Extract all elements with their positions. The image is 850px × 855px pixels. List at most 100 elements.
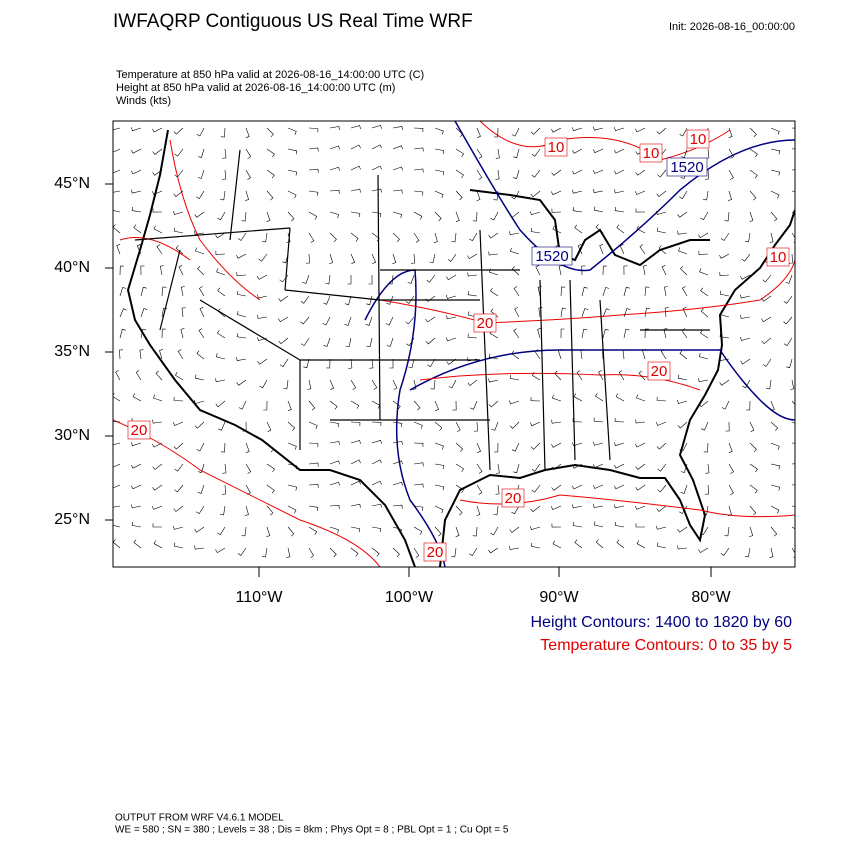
wind-barb [677,230,688,235]
wind-barb [152,523,163,528]
wind-barb [181,307,186,318]
temperature-contour [119,139,261,301]
wind-barb [329,166,340,171]
contour-label-box [473,313,497,333]
init-time: Init: 2026-08-16_00:00:00 [669,21,795,33]
wind-barb [657,484,667,493]
wind-barb [455,211,460,222]
wind-barb [222,484,227,495]
wind-barb [644,286,650,297]
wind-barb [287,442,297,450]
wind-barb [680,463,688,473]
wind-barb [489,268,499,276]
wind-barb [476,127,481,138]
wind-barb [552,540,562,549]
wind-barb [263,400,268,411]
wind-barb [258,253,268,262]
wind-barb [348,358,353,369]
wind-barb [572,169,583,175]
wind-barb [720,547,730,556]
wind-barb [467,253,478,260]
wind-barb [552,225,562,234]
wind-barb [728,190,732,201]
wind-barb [551,463,562,471]
wind-barb [614,463,625,469]
wind-barb [576,370,583,381]
wind-barb [215,353,226,360]
wind-barb [266,505,274,516]
wind-barb [194,374,205,381]
wind-barb [371,211,382,218]
wind-barb [680,148,688,158]
wind-barb [131,206,142,213]
wind-barb [434,127,444,135]
wind-barb [614,148,625,154]
wind-barb [572,504,583,509]
wind-barb [308,462,319,467]
wind-barb [614,417,625,423]
wind-barb [236,357,247,361]
wind-barb [119,265,124,276]
wind-barb [705,169,710,180]
wind-barb [287,148,298,155]
wind-barb [451,232,457,243]
wind-barb [635,463,646,470]
wind-barb [530,421,541,427]
wind-barb [371,400,381,409]
wind-barb [392,189,403,194]
wind-barb [413,147,424,152]
wind-barb [537,328,542,339]
wind-barb [635,484,646,491]
wind-barb [194,211,205,218]
wind-barb [510,247,520,255]
wind-barb [623,286,630,297]
wind-barb [725,421,730,432]
wind-barb [113,127,121,131]
wind-barb [635,127,646,133]
wind-barb [300,316,310,325]
wind-barb [257,314,268,319]
wind-barb [455,421,461,432]
wind-barb [493,190,499,201]
wind-barb [513,286,520,297]
wind-barb [329,145,340,150]
wind-barb [595,539,604,549]
wind-barb [113,420,121,423]
wind-barb [511,505,520,515]
wind-barb [495,463,500,474]
wind-barb [308,232,315,243]
wind-barb [131,504,142,509]
wind-barb [371,459,382,465]
wind-barb [139,349,144,360]
wind-barb [350,440,361,444]
wind-barb [308,547,315,558]
wind-barb [119,308,127,318]
wind-barb [770,211,778,222]
wind-barb [740,314,751,319]
wind-barb [455,190,463,201]
wind-barb [791,169,795,171]
wind-barb [488,547,499,554]
wind-barb [345,295,352,306]
wind-barb [467,272,478,277]
wind-barb [413,127,424,133]
wind-barb [434,463,445,470]
wind-barb [161,328,166,339]
wind-barb [623,328,630,339]
wind-barb [113,224,121,234]
wind-barb [392,481,403,486]
wind-barb [749,421,755,432]
wind-barb [770,421,779,431]
wind-barb [530,227,541,234]
wind-barb [531,148,541,157]
wind-barb [770,400,775,411]
wind-barb [451,547,457,558]
wind-barb [660,349,667,360]
wind-barb [113,169,121,174]
wind-barb [345,337,352,348]
wind-barb [491,421,499,431]
wind-barb [161,286,167,297]
wind-barb [618,370,625,381]
wind-barb [308,147,319,152]
axis-ticks [105,183,712,577]
